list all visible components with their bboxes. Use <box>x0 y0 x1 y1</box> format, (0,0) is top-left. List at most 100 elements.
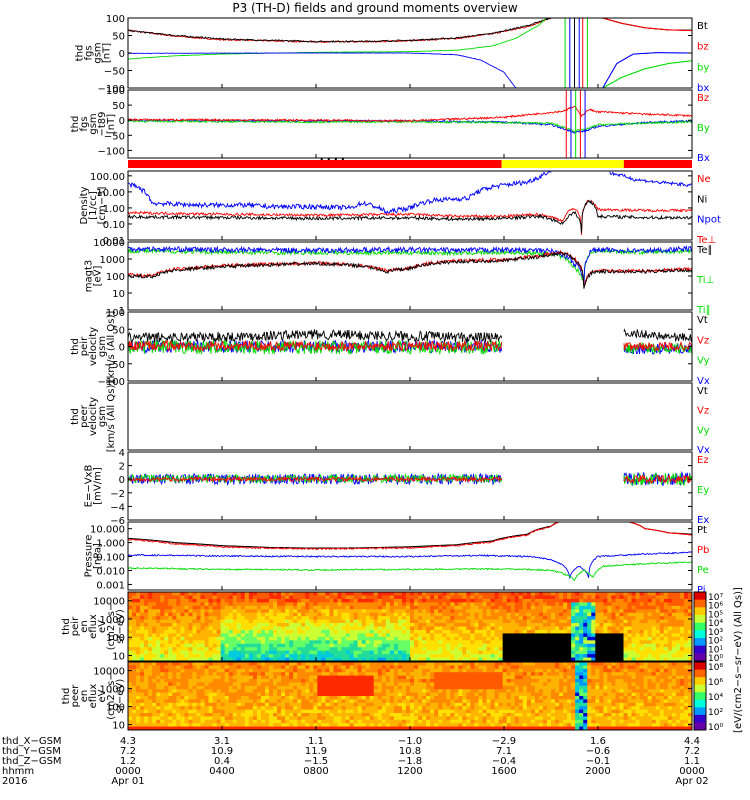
spectrogram-cell <box>228 672 234 677</box>
spectrogram-cell <box>212 723 218 728</box>
spectrogram-cell <box>418 595 423 600</box>
y-tick-label: 50 <box>112 101 125 112</box>
spectrogram-cell <box>285 629 290 634</box>
spectrogram-cell <box>631 654 637 659</box>
spectrogram-cell <box>385 679 391 683</box>
spectrogram-cell <box>426 696 431 700</box>
spectrogram-cell <box>410 605 415 610</box>
spectrogram-cell <box>144 706 149 711</box>
spectrogram-cell <box>200 616 206 621</box>
spectrogram-cell <box>289 619 294 624</box>
spectrogram-cell <box>285 640 290 645</box>
spectrogram-cell <box>353 636 359 641</box>
spectrogram-cell <box>482 696 488 700</box>
spectrogram-cell <box>410 616 415 621</box>
spectrogram-cell <box>212 709 218 714</box>
spectrogram-cell <box>140 685 145 690</box>
spectrogram-cell <box>466 636 472 641</box>
spectrogram-cell <box>232 706 238 711</box>
spectrogram-cell <box>389 668 395 673</box>
spectrogram-cell <box>405 602 411 607</box>
spectrogram-cell <box>256 619 262 624</box>
spectrogram-cell <box>212 633 218 638</box>
spectrogram-cell <box>285 696 290 700</box>
spectrogram-cell <box>486 675 492 680</box>
spectrogram-cell <box>430 598 435 603</box>
spectrogram-cell <box>353 623 359 628</box>
spectrogram-cell <box>160 619 165 624</box>
spectrogram-cell <box>188 665 194 670</box>
spectrogram-cell <box>458 672 463 677</box>
spectrogram-cell <box>337 640 343 645</box>
spectrogram-cell <box>627 612 633 617</box>
spectrogram-cell <box>410 602 415 607</box>
spectrogram-cell <box>555 647 560 652</box>
spectrogram-cell <box>196 726 202 730</box>
spectrogram-cell <box>486 654 492 659</box>
spectrogram-cell <box>345 650 351 655</box>
spectrogram-cell <box>232 709 238 714</box>
spectrogram-cell <box>208 689 214 694</box>
spectrogram-cell <box>397 675 403 680</box>
spectrogram-cell <box>341 619 347 624</box>
spectrogram-cell <box>192 650 198 655</box>
spectrogram-cell <box>172 623 177 628</box>
spectrogram-cell <box>305 702 310 707</box>
spectrogram-cell <box>679 640 685 645</box>
spectrogram-cell <box>506 657 512 661</box>
spectrogram-cell <box>212 696 218 700</box>
spectrogram-cell <box>232 623 238 628</box>
spectrogram-cell <box>466 706 472 711</box>
spectrogram-cell <box>603 623 608 628</box>
spectrogram-cell <box>579 598 584 603</box>
spectrogram-cell <box>196 602 202 607</box>
spectrogram-cell <box>438 616 443 621</box>
spectrogram-cell <box>631 626 637 631</box>
spectrogram-cell <box>579 636 584 641</box>
spectrogram-cell <box>140 702 145 707</box>
spectrogram-cell <box>216 662 222 666</box>
spectrogram-cell <box>401 679 407 683</box>
spectrogram-cell <box>651 605 657 610</box>
spectrogram-cell <box>325 616 331 621</box>
spectrogram-cell <box>458 602 463 607</box>
spectrogram-cell <box>208 633 214 638</box>
spectrogram-cell <box>357 650 363 655</box>
spectrogram-cell <box>281 702 286 707</box>
spectrogram-cell <box>385 623 391 628</box>
spectrogram-cell <box>490 654 496 659</box>
spectrogram-cell <box>458 689 463 694</box>
spectrogram-cell <box>309 654 314 659</box>
spectrogram-cell <box>442 612 447 617</box>
spectrogram-cell <box>450 685 455 690</box>
spectrogram-cell <box>401 633 407 638</box>
spectrogram-cell <box>285 679 290 683</box>
spectrogram-cell <box>357 592 363 597</box>
spectrogram-cell <box>168 595 173 600</box>
spectrogram-cell <box>224 662 230 666</box>
spectrogram-cell <box>156 713 161 717</box>
spectrogram-cell <box>446 623 451 628</box>
spectrogram-cell <box>172 699 177 704</box>
spectrogram-cell <box>571 626 576 631</box>
spectrogram-cell <box>595 636 600 641</box>
spectrogram-cell <box>204 706 210 711</box>
spectrogram-cell <box>277 716 282 721</box>
spectrogram-cell <box>325 592 331 597</box>
spectrogram-cell <box>369 633 375 638</box>
spectrogram-cell <box>430 592 435 597</box>
spectrogram-cell <box>675 598 681 603</box>
spectrogram-cell <box>434 633 439 638</box>
spectrogram-cell <box>579 629 584 634</box>
spectrogram-cell <box>333 643 339 648</box>
spectrogram-cell <box>663 657 669 661</box>
spectrogram-cell <box>136 682 141 687</box>
spectrogram-cell <box>204 633 210 638</box>
spectrogram-cell <box>212 679 218 683</box>
spectrogram-cell <box>373 605 379 610</box>
spectrogram-cell <box>470 665 476 670</box>
spectrogram-cell <box>442 619 447 624</box>
spectrogram-cell <box>248 602 254 607</box>
spectrogram-cell <box>281 602 286 607</box>
